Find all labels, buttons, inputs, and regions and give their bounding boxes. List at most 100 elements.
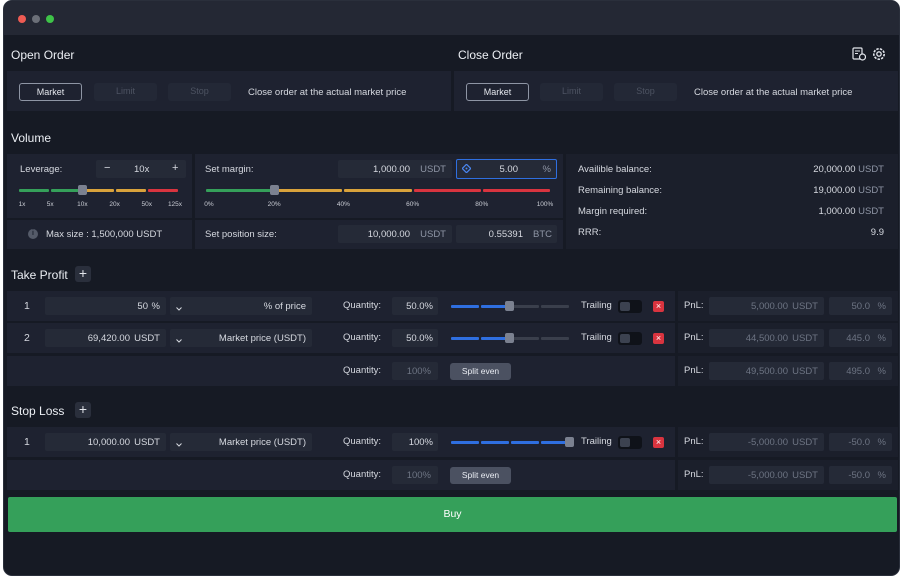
close-order-limit-tab[interactable]: Limit: [540, 83, 603, 101]
leverage-tick-label: 10x: [77, 201, 88, 208]
stop-loss-price-input[interactable]: 10,000.00 USDT: [45, 433, 166, 451]
stop-loss-remove-row-close-icon[interactable]: ×: [653, 437, 664, 448]
leverage-minus-button[interactable]: −: [104, 162, 111, 174]
stop-loss-summary-pnl-percent-unit: %: [877, 470, 886, 481]
margin-slider-segment: [344, 189, 412, 192]
close-window-button[interactable]: [18, 15, 26, 23]
stop-loss-split-even-button[interactable]: Split even: [450, 467, 511, 484]
take-profit-trailing-toggle[interactable]: [618, 332, 642, 345]
close-order-market-tab[interactable]: Market: [466, 83, 529, 101]
take-profit-price-mode-select[interactable]: % of price: [170, 297, 312, 315]
leverage-slider-thumb[interactable]: [77, 185, 87, 195]
take-profit-price-input[interactable]: 50%: [45, 297, 166, 315]
leverage-slider-segment: [19, 189, 50, 192]
balance-amount: 19,000.00: [813, 185, 856, 196]
leverage-tick-label: 20x: [109, 201, 120, 208]
close-order-stop-tab[interactable]: Stop: [614, 83, 677, 101]
take-profit-quantity-slider-thumb[interactable]: [505, 333, 514, 343]
stop-loss-quantity-input[interactable]: 100%: [392, 433, 438, 451]
leverage-tick-label: 1x: [18, 201, 26, 208]
balance-value: 20,000.00 USDT: [813, 164, 884, 175]
open-order-stop-tab[interactable]: Stop: [168, 83, 231, 101]
leverage-slider-segment: [115, 189, 146, 192]
balance-unit: USDT: [858, 206, 884, 217]
take-profit-trailing-toggle[interactable]: [618, 300, 642, 313]
order-history-icon[interactable]: [852, 47, 867, 61]
stop-loss-quantity-slider-segment: [541, 441, 569, 444]
balance-unit: USDT: [858, 164, 884, 175]
balance-amount: 9.9: [870, 227, 884, 238]
margin-slider[interactable]: 0% 20% 40% 60% 80% 100%: [204, 185, 553, 209]
balance-value: 1,000.00 USDT: [819, 206, 885, 217]
margin-slider-thumb[interactable]: [269, 185, 279, 195]
take-profit-quantity-value: 50.0%: [406, 333, 433, 344]
set-position-size-label: Set position size:: [205, 229, 277, 240]
leverage-slider[interactable]: 1x 5x 10x 20x 50x 125x: [18, 185, 182, 209]
balance-label: Availible balance:: [578, 164, 652, 175]
take-profit-pnl-value: 5,000.00: [751, 301, 788, 312]
margin-tick-label: 0%: [204, 201, 214, 208]
take-profit-quantity-input[interactable]: 50.0%: [392, 329, 438, 347]
open-order-market-tab[interactable]: Market: [19, 83, 82, 101]
take-profit-price-value: 50: [137, 301, 148, 312]
take-profit-price-mode-value: Market price (USDT): [218, 333, 306, 344]
stop-loss-pnl-percent-field: -50.0%: [829, 433, 892, 451]
take-profit-quantity-slider-segment: [541, 337, 569, 340]
margin-slider-segment: [206, 189, 274, 192]
settings-gear-icon[interactable]: [871, 46, 887, 62]
add-take-profit-button[interactable]: +: [75, 266, 91, 282]
toggle-knob: [620, 302, 630, 311]
take-profit-quantity-slider-segment: [481, 337, 509, 340]
stop-loss-trailing-toggle[interactable]: [618, 436, 642, 449]
stop-loss-summary-pnl-label: PnL:: [684, 469, 704, 480]
minimize-window-button[interactable]: [32, 15, 40, 23]
margin-input[interactable]: 1,000.00 USDT: [338, 160, 452, 178]
stop-loss-pnl-label: PnL:: [684, 436, 704, 447]
take-profit-price-mode-select[interactable]: Market price (USDT): [170, 329, 312, 347]
margin-tick-label: 80%: [475, 201, 489, 208]
stop-loss-quantity-slider-thumb[interactable]: [565, 437, 574, 447]
maximize-window-button[interactable]: [46, 15, 54, 23]
stop-loss-price-mode-select[interactable]: Market price (USDT): [170, 433, 312, 451]
stop-loss-summary-pnl-unit: USDT: [792, 470, 818, 481]
take-profit-pnl-label: PnL:: [684, 300, 704, 311]
stop-loss-summary-pnl-percent-field: -50.0%: [829, 466, 892, 484]
margin-tick-label: 20%: [267, 201, 281, 208]
take-profit-summary-pnl-value: 49,500.00: [745, 366, 788, 377]
buy-button[interactable]: Buy: [8, 497, 897, 532]
margin-value: 1,000.00: [373, 164, 410, 175]
trading-window: Open Order Close Order Market Limit Stop…: [3, 0, 900, 576]
open-order-limit-tab[interactable]: Limit: [94, 83, 157, 101]
position-size-input[interactable]: 10,000.00 USDT: [338, 225, 452, 243]
take-profit-quantity-input[interactable]: 50.0%: [392, 297, 438, 315]
take-profit-summary-pnl-percent-field: 495.0%: [829, 362, 892, 380]
take-profit-quantity-label: Quantity:: [343, 300, 382, 311]
take-profit-split-even-button[interactable]: Split even: [450, 363, 511, 380]
take-profit-price-input[interactable]: 69,420.00 USDT: [45, 329, 166, 347]
add-stop-loss-button[interactable]: +: [75, 402, 91, 418]
stop-loss-pnl-value: -5,000.00: [747, 437, 788, 448]
take-profit-quantity-slider-thumb[interactable]: [505, 301, 514, 311]
balance-unit: USDT: [858, 185, 884, 196]
position-size-btc-value: 0.55391: [488, 229, 523, 240]
take-profit-remove-row-close-icon[interactable]: ×: [653, 333, 664, 344]
take-profit-pnl-percent-unit: %: [877, 301, 886, 312]
margin-slider-segment: [482, 189, 550, 192]
stop-loss-pnl-unit: USDT: [792, 437, 818, 448]
leverage-slider-segment: [51, 189, 82, 192]
position-size-btc-input[interactable]: 0.55391 BTC: [456, 225, 557, 243]
toggle-knob: [620, 438, 630, 447]
take-profit-remove-row-close-icon[interactable]: ×: [653, 301, 664, 312]
balance-label: Remaining balance:: [578, 185, 662, 196]
take-profit-quantity-slider-segment: [451, 305, 479, 308]
take-profit-price-unit: %: [151, 301, 160, 312]
stop-loss-summary-quantity-value: 100%: [406, 470, 431, 481]
take-profit-quantity-slider-segment: [511, 337, 539, 340]
take-profit-quantity-value: 50.0%: [406, 301, 433, 312]
margin-percent-input[interactable]: 5.00 %: [456, 159, 557, 179]
leverage-stepper[interactable]: − 10x +: [96, 160, 186, 178]
take-profit-pnl-label: PnL:: [684, 332, 704, 343]
stop-loss-quantity-slider-segment: [481, 441, 509, 444]
leverage-plus-button[interactable]: +: [172, 162, 179, 174]
take-profit-price-value: 69,420.00: [87, 333, 130, 344]
